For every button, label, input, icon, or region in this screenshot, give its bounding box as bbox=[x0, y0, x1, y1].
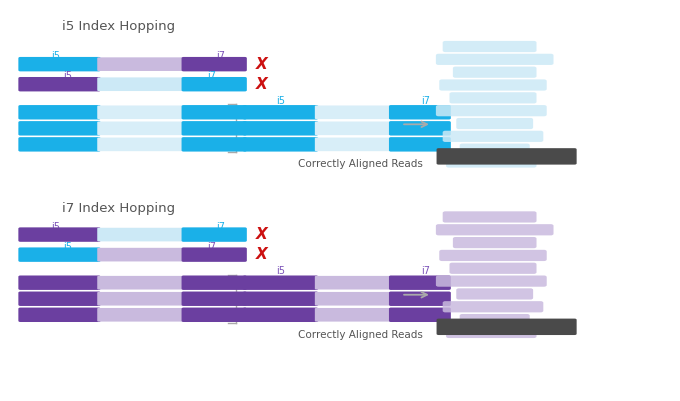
FancyBboxPatch shape bbox=[456, 288, 533, 300]
FancyBboxPatch shape bbox=[18, 77, 101, 91]
FancyBboxPatch shape bbox=[315, 105, 392, 119]
Text: X: X bbox=[256, 227, 268, 242]
FancyBboxPatch shape bbox=[389, 292, 451, 306]
Text: i5: i5 bbox=[51, 51, 60, 61]
Text: i7: i7 bbox=[216, 222, 225, 231]
FancyBboxPatch shape bbox=[389, 121, 451, 136]
FancyBboxPatch shape bbox=[453, 67, 537, 78]
FancyBboxPatch shape bbox=[18, 275, 101, 290]
FancyBboxPatch shape bbox=[182, 227, 247, 242]
FancyBboxPatch shape bbox=[443, 301, 543, 312]
FancyBboxPatch shape bbox=[446, 156, 537, 168]
FancyBboxPatch shape bbox=[18, 227, 101, 242]
FancyBboxPatch shape bbox=[97, 138, 185, 151]
FancyBboxPatch shape bbox=[18, 308, 101, 322]
FancyBboxPatch shape bbox=[315, 138, 392, 151]
Text: i5: i5 bbox=[63, 71, 72, 81]
Text: i5 Index Hopping: i5 Index Hopping bbox=[63, 20, 175, 32]
FancyBboxPatch shape bbox=[18, 247, 101, 262]
FancyBboxPatch shape bbox=[449, 92, 537, 103]
Text: i5: i5 bbox=[63, 242, 72, 251]
FancyBboxPatch shape bbox=[97, 292, 185, 306]
FancyBboxPatch shape bbox=[182, 121, 247, 136]
FancyBboxPatch shape bbox=[389, 308, 451, 322]
FancyBboxPatch shape bbox=[182, 137, 247, 152]
FancyBboxPatch shape bbox=[437, 318, 577, 335]
Text: i7: i7 bbox=[207, 242, 216, 251]
FancyBboxPatch shape bbox=[437, 148, 577, 164]
FancyBboxPatch shape bbox=[243, 292, 318, 306]
FancyBboxPatch shape bbox=[389, 137, 451, 152]
FancyBboxPatch shape bbox=[443, 131, 543, 142]
FancyBboxPatch shape bbox=[315, 292, 392, 306]
FancyBboxPatch shape bbox=[443, 41, 537, 52]
FancyBboxPatch shape bbox=[18, 137, 101, 152]
Text: X: X bbox=[256, 247, 268, 262]
FancyBboxPatch shape bbox=[456, 118, 533, 129]
FancyBboxPatch shape bbox=[97, 122, 185, 135]
FancyBboxPatch shape bbox=[243, 105, 318, 119]
FancyBboxPatch shape bbox=[97, 57, 185, 71]
FancyBboxPatch shape bbox=[243, 121, 318, 136]
Text: i7: i7 bbox=[207, 71, 216, 81]
Text: X: X bbox=[256, 77, 268, 92]
FancyBboxPatch shape bbox=[453, 237, 537, 248]
FancyBboxPatch shape bbox=[315, 308, 392, 322]
FancyBboxPatch shape bbox=[460, 314, 530, 325]
FancyBboxPatch shape bbox=[315, 122, 392, 135]
FancyBboxPatch shape bbox=[315, 276, 392, 290]
FancyBboxPatch shape bbox=[460, 144, 530, 155]
FancyBboxPatch shape bbox=[439, 79, 547, 91]
FancyBboxPatch shape bbox=[97, 228, 185, 241]
FancyBboxPatch shape bbox=[436, 54, 554, 65]
Text: i5: i5 bbox=[276, 96, 285, 106]
Text: i7: i7 bbox=[216, 51, 225, 61]
FancyBboxPatch shape bbox=[182, 292, 247, 306]
FancyBboxPatch shape bbox=[443, 211, 537, 223]
FancyBboxPatch shape bbox=[97, 276, 185, 290]
FancyBboxPatch shape bbox=[18, 121, 101, 136]
Text: i7: i7 bbox=[421, 96, 430, 106]
FancyBboxPatch shape bbox=[446, 327, 537, 338]
Text: i7: i7 bbox=[421, 267, 430, 276]
Text: X: X bbox=[256, 57, 268, 72]
Text: i7 Index Hopping: i7 Index Hopping bbox=[63, 202, 175, 215]
FancyBboxPatch shape bbox=[243, 308, 318, 322]
FancyBboxPatch shape bbox=[182, 57, 247, 71]
FancyBboxPatch shape bbox=[243, 137, 318, 152]
FancyBboxPatch shape bbox=[436, 105, 547, 116]
FancyBboxPatch shape bbox=[182, 308, 247, 322]
FancyBboxPatch shape bbox=[436, 224, 554, 235]
FancyBboxPatch shape bbox=[97, 248, 185, 261]
Text: i5: i5 bbox=[276, 267, 285, 276]
FancyBboxPatch shape bbox=[182, 247, 247, 262]
Text: Correctly Aligned Reads: Correctly Aligned Reads bbox=[298, 330, 423, 340]
FancyBboxPatch shape bbox=[436, 275, 547, 287]
Text: i5: i5 bbox=[51, 222, 60, 231]
FancyBboxPatch shape bbox=[389, 105, 451, 119]
FancyBboxPatch shape bbox=[439, 250, 547, 261]
FancyBboxPatch shape bbox=[18, 57, 101, 71]
FancyBboxPatch shape bbox=[182, 77, 247, 91]
FancyBboxPatch shape bbox=[182, 105, 247, 119]
Text: Correctly Aligned Reads: Correctly Aligned Reads bbox=[298, 160, 423, 169]
FancyBboxPatch shape bbox=[18, 292, 101, 306]
FancyBboxPatch shape bbox=[18, 105, 101, 119]
FancyBboxPatch shape bbox=[389, 275, 451, 290]
FancyBboxPatch shape bbox=[449, 263, 537, 274]
FancyBboxPatch shape bbox=[182, 275, 247, 290]
FancyBboxPatch shape bbox=[97, 308, 185, 322]
FancyBboxPatch shape bbox=[97, 105, 185, 119]
FancyBboxPatch shape bbox=[243, 275, 318, 290]
FancyBboxPatch shape bbox=[97, 77, 185, 91]
